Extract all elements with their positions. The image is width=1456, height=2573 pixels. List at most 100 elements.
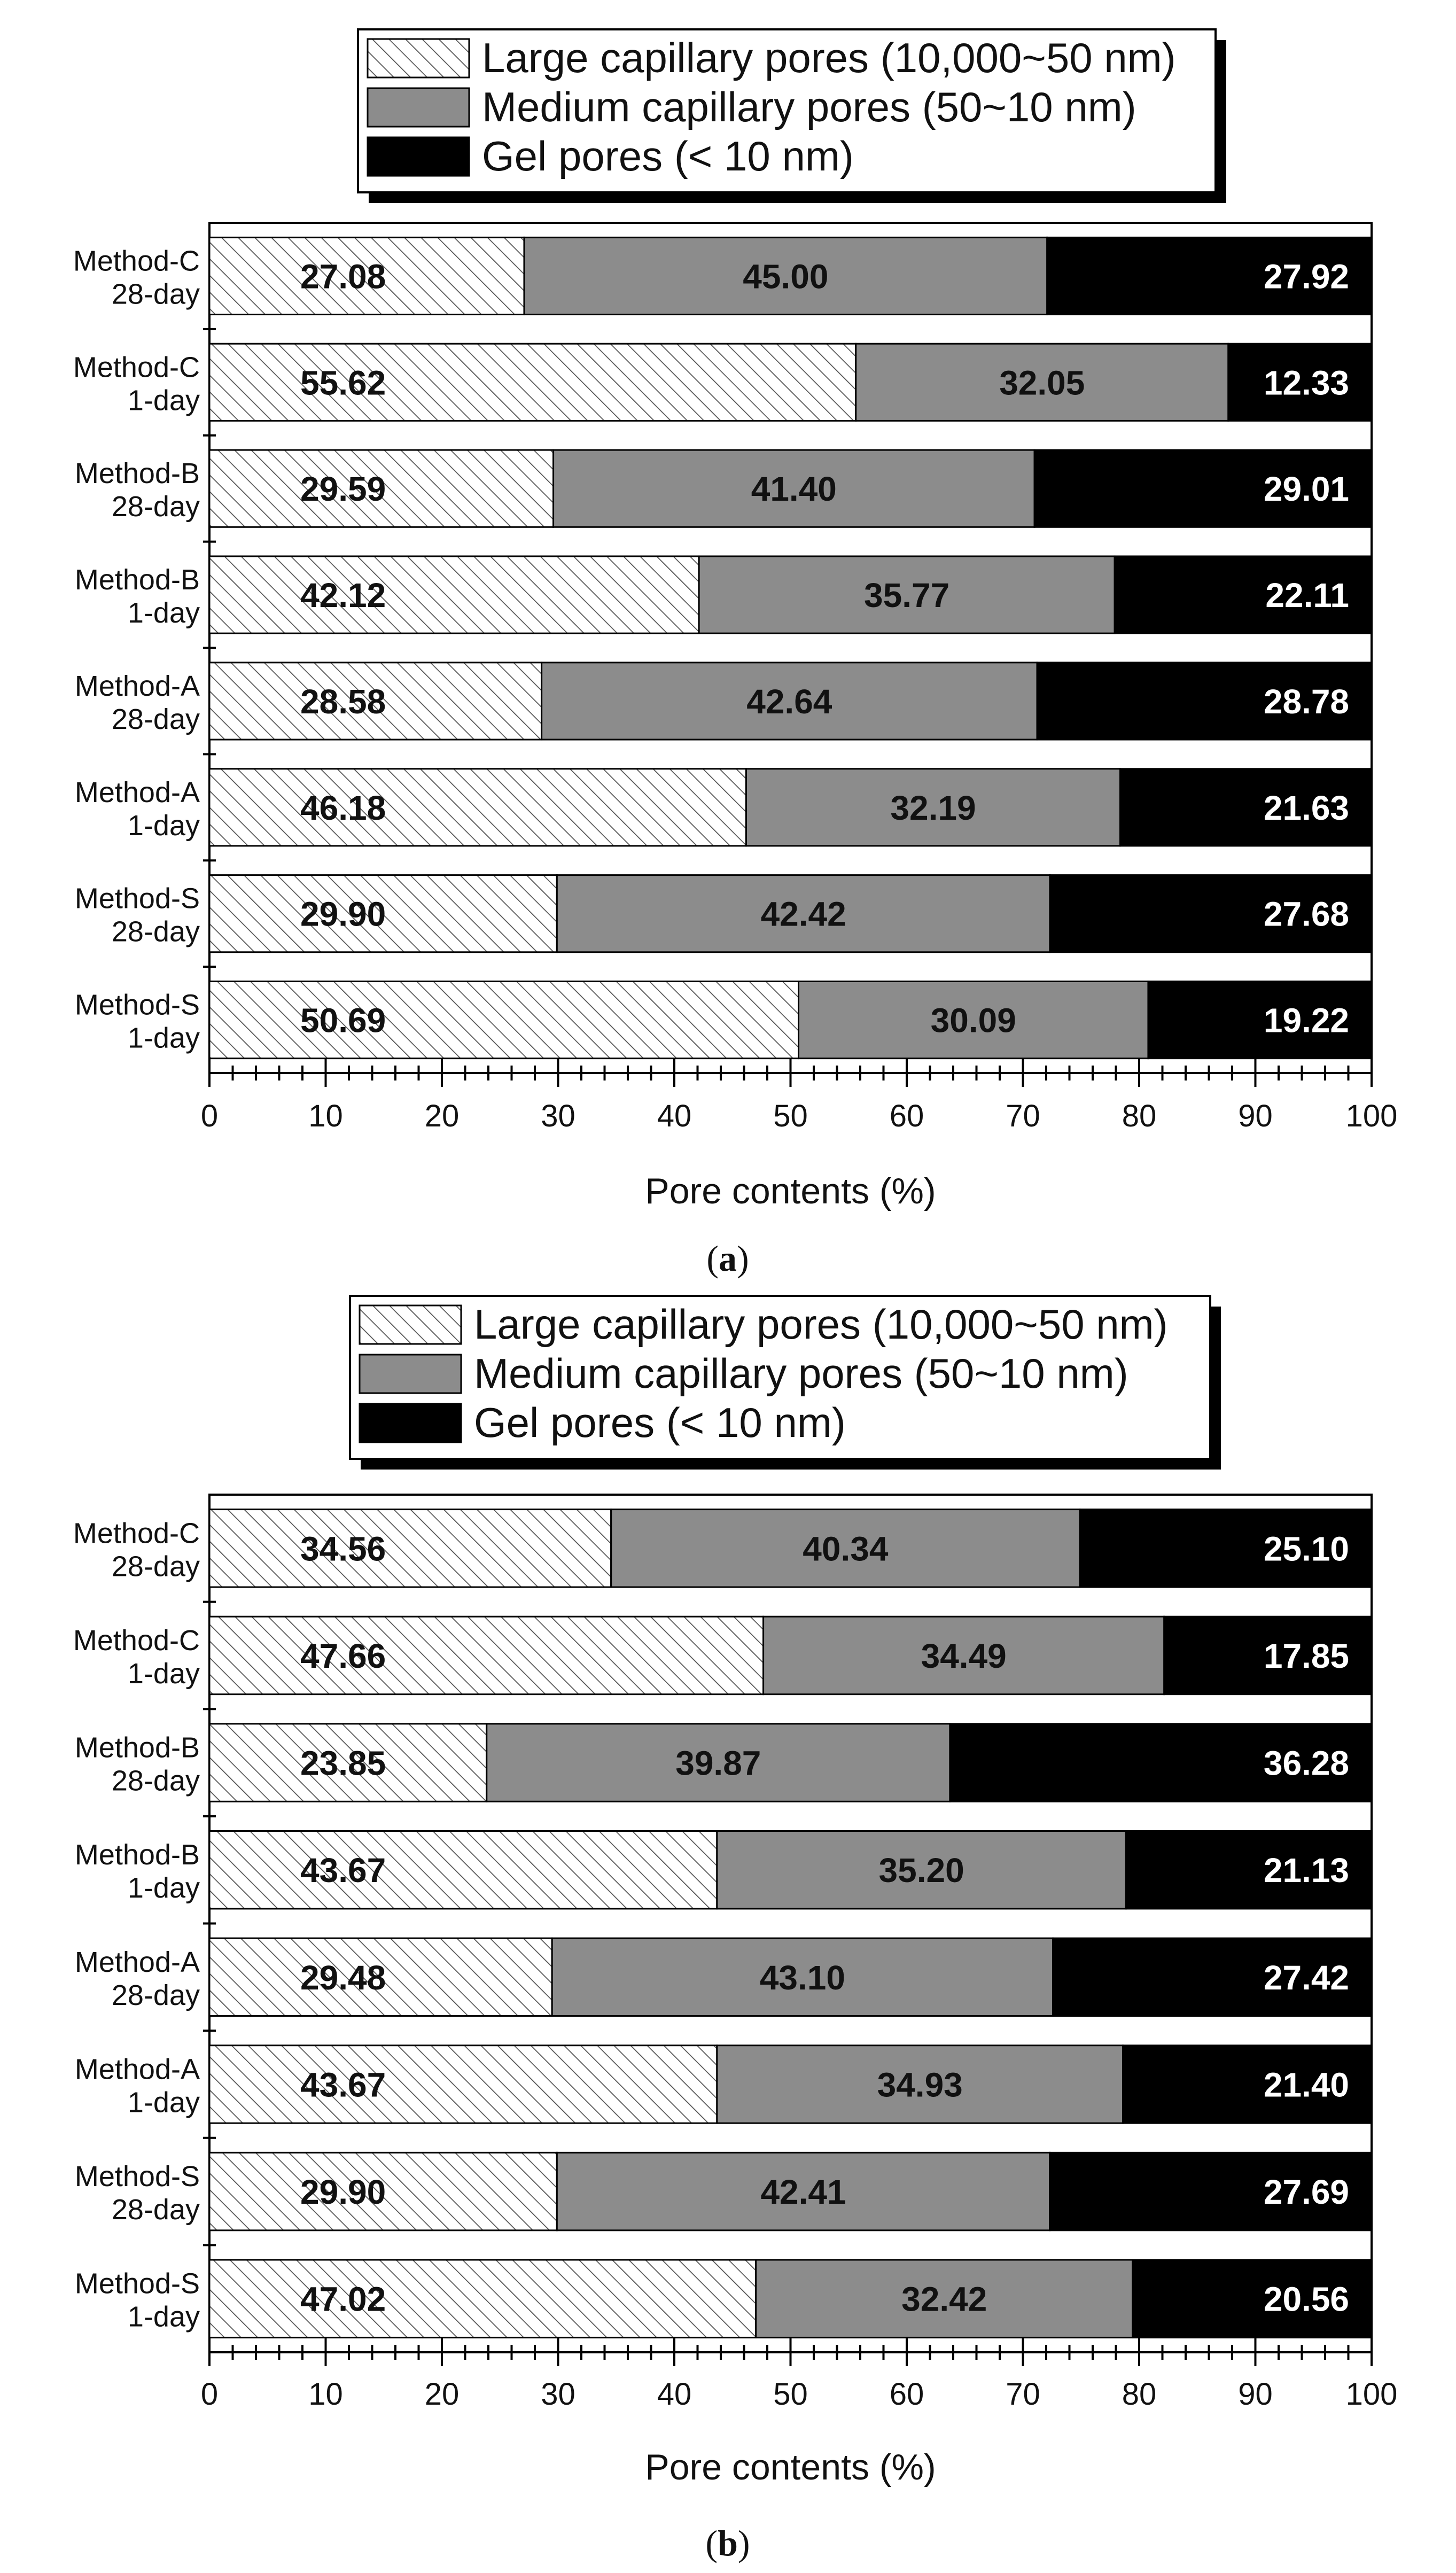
bar-segment-2 (698, 555, 1116, 634)
bar-segment-1 (208, 2259, 757, 2338)
panel-label: (a) (706, 1238, 749, 1279)
x-tick-label: 100 (1346, 1099, 1398, 1133)
legend-label-2: Medium capillary pores (50~10 nm) (482, 83, 1136, 130)
bar-segment-2 (523, 236, 1048, 316)
legend-box (349, 1295, 1211, 1460)
x-tick-label: 20 (425, 2377, 460, 2412)
category-label: Method-S 1-day (75, 989, 200, 1054)
legend-swatch-1 (367, 38, 470, 79)
x-tick-label: 40 (657, 1099, 692, 1133)
x-tick-label: 100 (1346, 2377, 1398, 2412)
bar-segment-3 (949, 1723, 1373, 1802)
bar-value-label: 42.64 (746, 682, 832, 721)
bar-value-label: 27.08 (300, 257, 386, 296)
x-tick-label: 60 (890, 1099, 924, 1133)
bar-value-label: 21.13 (1264, 1851, 1349, 1890)
x-tick-label: 30 (541, 2377, 575, 2412)
bar-segment-1 (208, 2151, 558, 2232)
bar-segment-3 (1079, 1509, 1373, 1588)
bar-segment-3 (1036, 662, 1373, 741)
bar-segment-2 (551, 1937, 1054, 2017)
bar-segment-3 (1122, 2045, 1373, 2124)
bar-value-label: 55.62 (300, 363, 386, 402)
bar-segment-2 (556, 2151, 1051, 2232)
bar-value-label: 27.68 (1264, 895, 1349, 934)
bar-value-label: 29.59 (300, 470, 386, 508)
bar-value-label: 32.42 (901, 2280, 987, 2319)
bar-value-label: 21.63 (1264, 789, 1349, 827)
legend-label-1: Large capillary pores (10,000~50 nm) (482, 34, 1176, 81)
bar-value-label: 32.05 (999, 363, 1085, 402)
bar-segment-2 (762, 1615, 1165, 1696)
bar-value-label: 43.10 (760, 1958, 845, 1997)
bar-segment-2 (610, 1509, 1081, 1588)
category-label: Method-S 28-day (75, 2160, 200, 2226)
category-label: Method-B 1-day (75, 564, 200, 629)
legend-label-2: Medium capillary pores (50~10 nm) (474, 1350, 1128, 1397)
bar-segment-3 (1046, 236, 1373, 316)
bar-value-label: 20.56 (1264, 2280, 1349, 2319)
bar-segment-3 (1125, 1830, 1373, 1910)
bar-segment-1 (208, 1615, 765, 1696)
bar-value-label: 34.93 (877, 2065, 963, 2104)
bar-segment-2 (716, 1830, 1127, 1910)
bar-value-label: 29.90 (300, 2173, 386, 2211)
bar-value-label: 45.00 (743, 257, 828, 296)
category-label: Method-A 28-day (75, 1946, 200, 2011)
bar-value-label: 29.01 (1264, 470, 1349, 508)
bar-segment-3 (1119, 768, 1373, 847)
bar-value-label: 42.41 (760, 2173, 846, 2211)
x-tick-label: 20 (425, 1099, 460, 1133)
bar-segment-1 (208, 2045, 718, 2124)
legend-label-3: Gel pores (< 10 nm) (474, 1399, 846, 1446)
bar-value-label: 29.48 (300, 1958, 386, 1997)
bar-value-label: 27.92 (1264, 257, 1349, 296)
legend-label-1: Large capillary pores (10,000~50 nm) (474, 1301, 1168, 1348)
category-label: Method-C 28-day (73, 245, 200, 310)
category-label: Method-B 28-day (75, 457, 200, 523)
x-tick-label: 0 (201, 1099, 218, 1133)
bar-value-label: 29.90 (300, 895, 386, 934)
category-label: Method-C 28-day (73, 1517, 200, 1582)
bar-segment-1 (208, 1723, 488, 1802)
x-tick-label: 90 (1238, 2377, 1273, 2412)
bar-value-label: 43.67 (300, 2065, 386, 2104)
bar-segment-3 (1033, 449, 1373, 528)
x-tick-label: 60 (890, 2377, 924, 2412)
bar-segment-1 (208, 768, 747, 847)
bar-segment-1 (208, 449, 555, 528)
bar-segment-1 (208, 555, 700, 634)
bar-value-label: 25.10 (1264, 1529, 1349, 1568)
category-label: Method-A 1-day (75, 2053, 200, 2118)
chart-a: Large capillary pores (10,000~50 nm)Medi… (73, 28, 1398, 1279)
legend-box (357, 28, 1217, 193)
category-label: Method-C 1-day (73, 351, 200, 416)
bar-value-label: 50.69 (300, 1001, 386, 1040)
bar-value-label: 34.56 (300, 1529, 386, 1568)
category-label: Method-S 1-day (75, 2268, 200, 2333)
bar-value-label: 42.12 (300, 576, 386, 615)
x-axis-title: Pore contents (%) (645, 2447, 936, 2488)
x-tick-label: 50 (773, 2377, 808, 2412)
bar-segment-3 (1147, 980, 1373, 1060)
x-tick-label: 70 (1006, 2377, 1040, 2412)
bar-value-label: 43.67 (300, 1851, 386, 1890)
x-tick-label: 90 (1238, 1099, 1273, 1133)
bar-value-label: 22.11 (1265, 576, 1349, 615)
bar-value-label: 46.18 (300, 789, 386, 827)
bar-value-label: 47.02 (300, 2280, 386, 2319)
category-label: Method-A 1-day (75, 776, 200, 842)
bar-segment-1 (208, 980, 800, 1060)
bar-value-label: 21.40 (1264, 2065, 1349, 2104)
bar-segment-2 (486, 1723, 951, 1802)
legend-swatch-2 (367, 87, 470, 128)
bar-segment-2 (798, 980, 1149, 1060)
bar-segment-2 (755, 2259, 1134, 2338)
legend-swatch-2 (359, 1354, 462, 1394)
bar-value-label: 28.78 (1264, 682, 1349, 721)
category-label: Method-A 28-day (75, 670, 200, 735)
bar-segment-1 (208, 662, 543, 741)
bar-value-label: 17.85 (1264, 1637, 1349, 1675)
bar-segment-2 (541, 662, 1038, 741)
panel-label: (b) (705, 2523, 750, 2563)
